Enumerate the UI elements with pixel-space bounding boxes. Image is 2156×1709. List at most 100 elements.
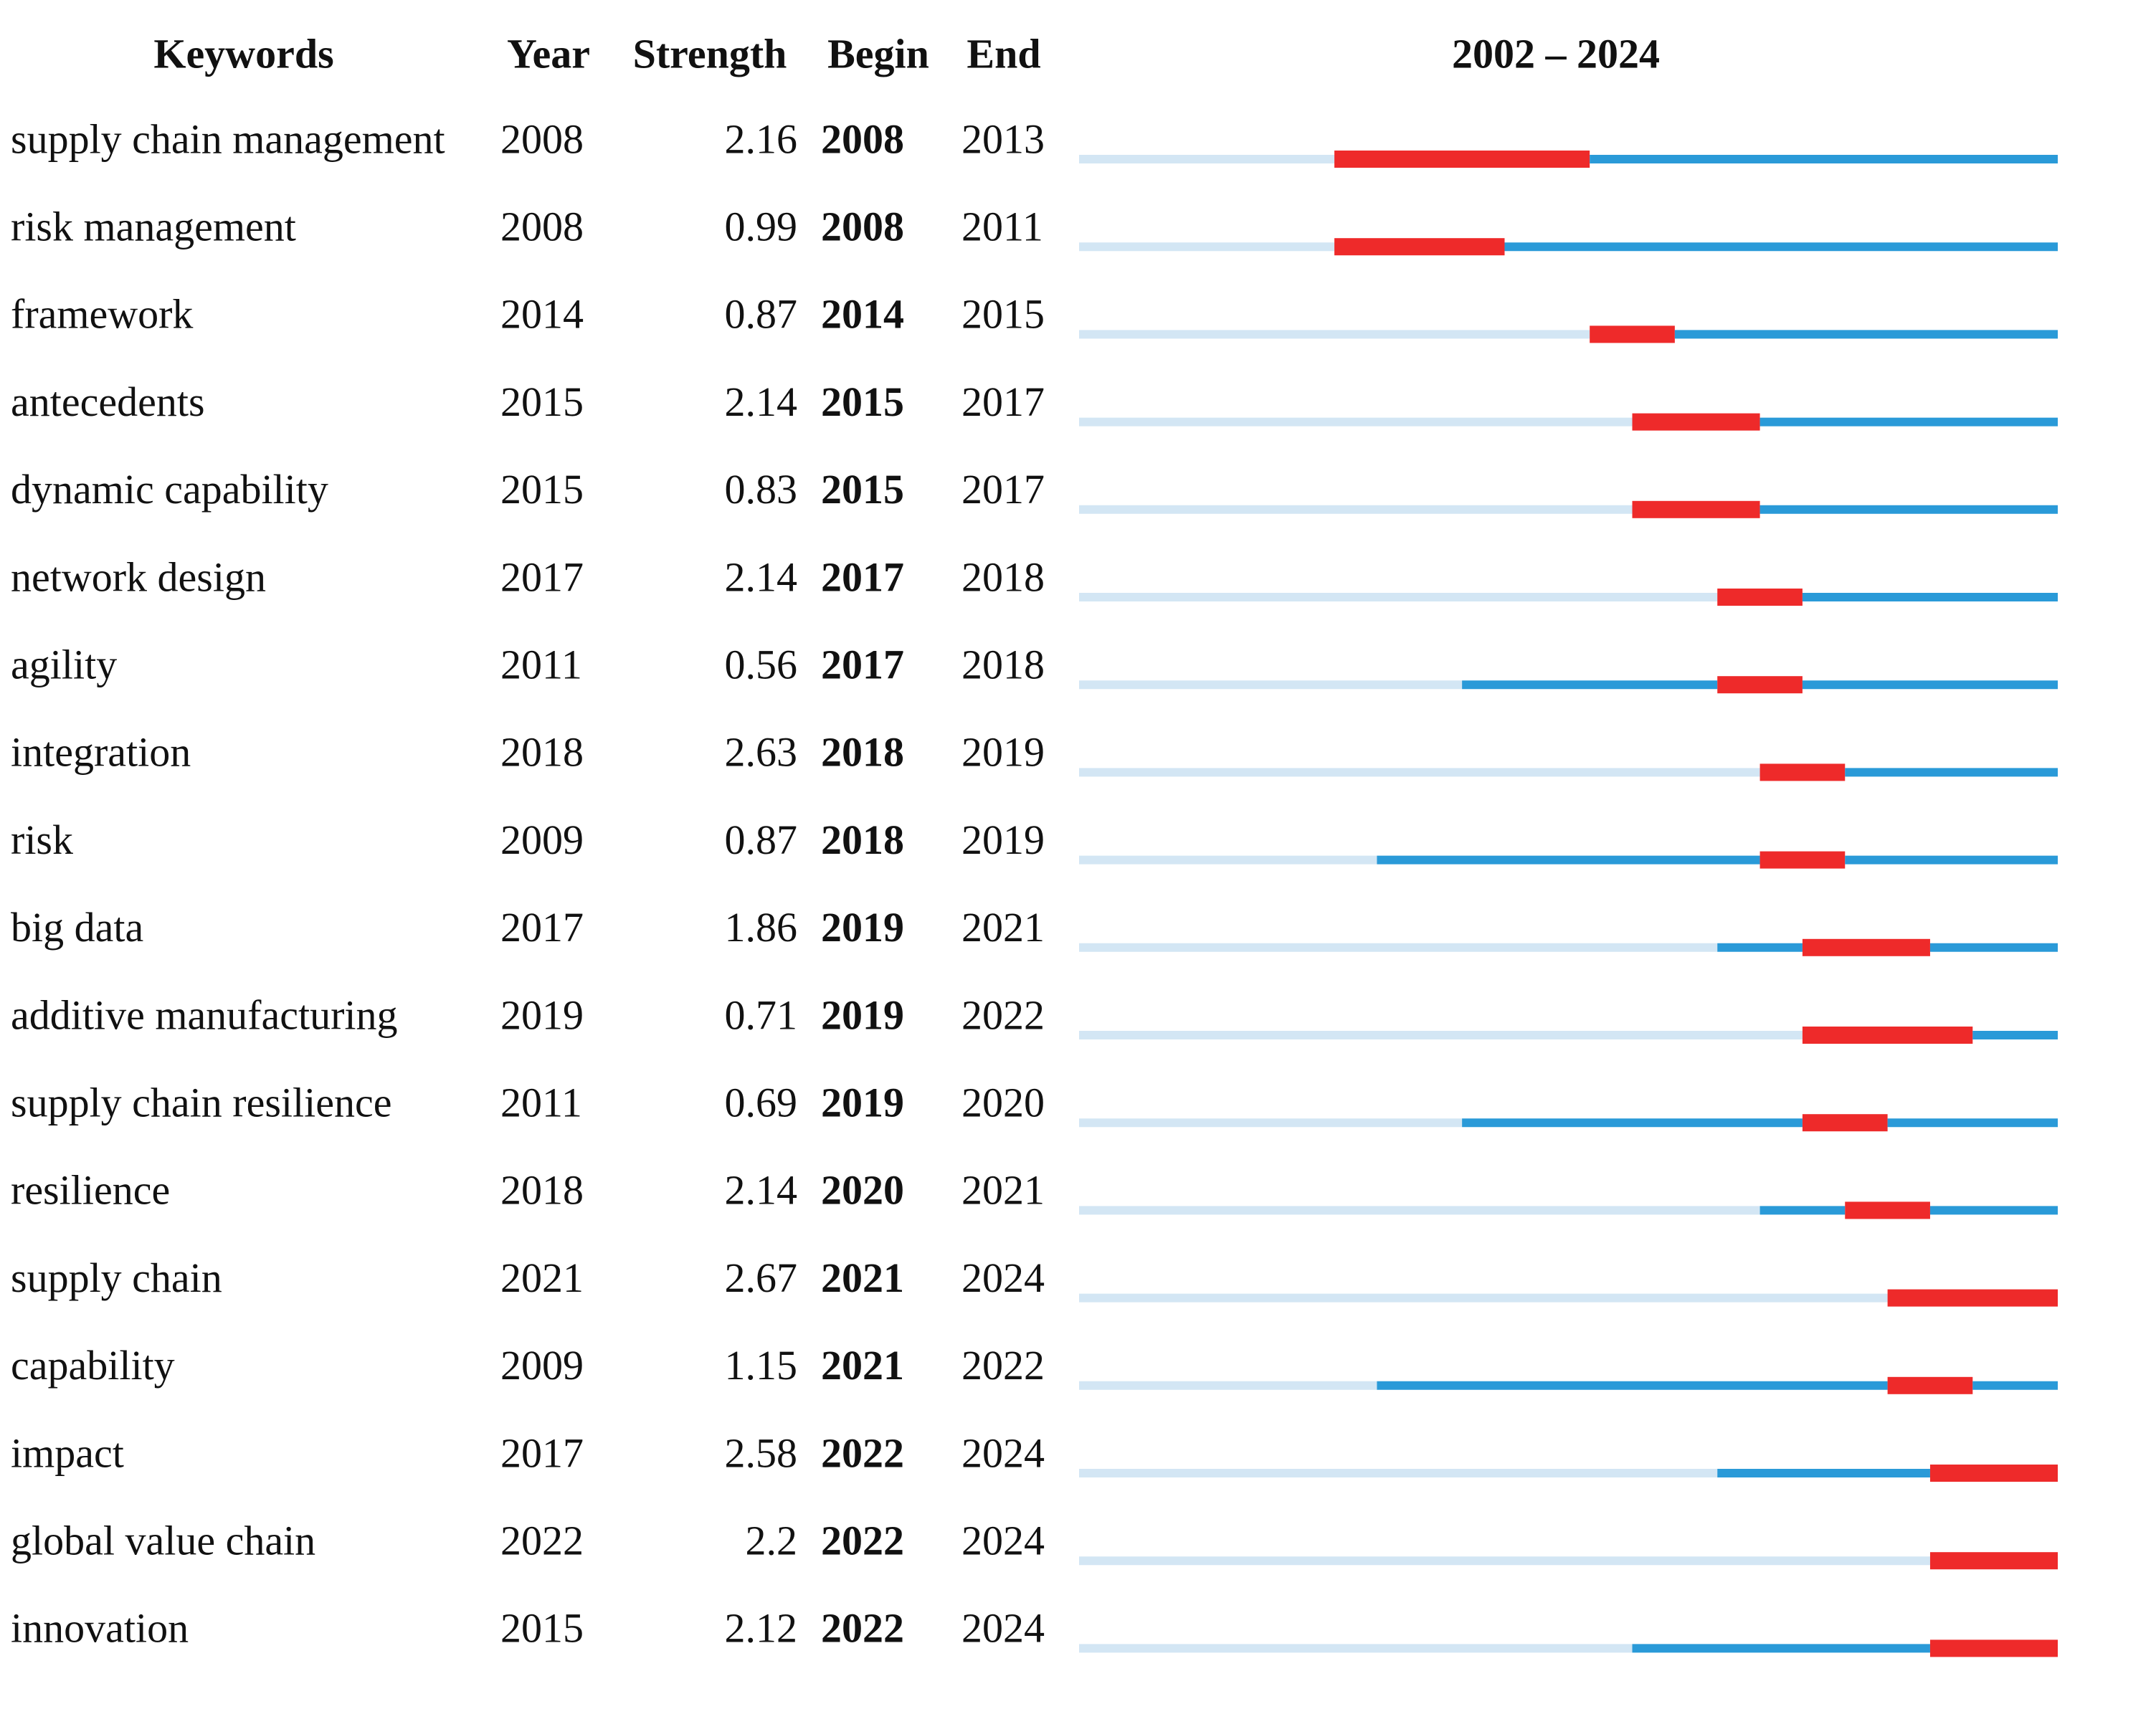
burst-bar — [1887, 1289, 2058, 1307]
begin: 2008 — [821, 115, 904, 162]
keyword: dynamic capability — [11, 466, 328, 513]
burst-bar — [1929, 1552, 2058, 1570]
year: 2011 — [500, 1080, 582, 1126]
year: 2017 — [500, 904, 584, 951]
keyword: supply chain management — [11, 115, 445, 162]
year: 2009 — [500, 817, 584, 863]
column-header: Year — [507, 30, 590, 77]
burst-bar — [1802, 1114, 1888, 1132]
chart-title: 2002 – 2024 — [1452, 30, 1660, 77]
year: 2017 — [500, 1429, 584, 1476]
end: 2022 — [961, 1342, 1045, 1389]
burst-bar — [1590, 325, 1675, 343]
begin: 2022 — [821, 1518, 904, 1564]
end: 2017 — [961, 466, 1045, 513]
begin: 2017 — [821, 642, 904, 688]
column-header: Keywords — [153, 30, 333, 77]
strength: 0.87 — [725, 817, 798, 863]
keyword: supply chain — [11, 1255, 222, 1301]
column-header: Strength — [633, 30, 787, 77]
begin: 2021 — [821, 1342, 904, 1389]
keyword: resilience — [11, 1167, 170, 1214]
keyword: risk management — [11, 204, 296, 250]
year: 2018 — [500, 729, 584, 776]
end: 2013 — [961, 115, 1045, 162]
end: 2024 — [961, 1429, 1045, 1476]
burst-bar — [1632, 500, 1760, 518]
end: 2020 — [961, 1080, 1045, 1126]
keyword: impact — [11, 1429, 124, 1476]
year: 2022 — [500, 1518, 584, 1564]
year: 2008 — [500, 204, 584, 250]
burst-bar — [1760, 763, 1846, 781]
column-header: Begin — [827, 30, 929, 77]
strength: 2.14 — [725, 379, 798, 425]
burst-bar — [1802, 938, 1930, 956]
burst-bar — [1717, 676, 1803, 694]
strength: 0.56 — [725, 642, 798, 688]
year: 2015 — [500, 1605, 584, 1652]
strength: 2.63 — [725, 729, 798, 776]
end: 2018 — [961, 642, 1045, 688]
begin: 2019 — [821, 991, 904, 1038]
strength: 0.83 — [725, 466, 798, 513]
year: 2018 — [500, 1167, 584, 1214]
end: 2024 — [961, 1605, 1045, 1652]
column-header: End — [967, 30, 1040, 77]
strength: 2.14 — [725, 1167, 798, 1214]
begin: 2017 — [821, 553, 904, 600]
year: 2019 — [500, 991, 584, 1038]
strength: 2.12 — [725, 1605, 798, 1652]
keyword: global value chain — [11, 1518, 315, 1564]
year: 2015 — [500, 379, 584, 425]
begin: 2018 — [821, 817, 904, 863]
end: 2021 — [961, 1167, 1045, 1214]
begin: 2020 — [821, 1167, 904, 1214]
end: 2021 — [961, 904, 1045, 951]
keyword: big data — [11, 904, 143, 951]
end: 2019 — [961, 817, 1045, 863]
burst-bar — [1334, 238, 1505, 256]
keyword: network design — [11, 553, 266, 600]
burst-bar — [1929, 1465, 2058, 1482]
end: 2011 — [961, 204, 1043, 250]
burst-bar — [1887, 1376, 1973, 1394]
begin: 2019 — [821, 1080, 904, 1126]
strength: 2.16 — [725, 115, 798, 162]
burst-bar — [1845, 1201, 1930, 1219]
begin: 2019 — [821, 904, 904, 951]
year: 2011 — [500, 642, 582, 688]
begin: 2018 — [821, 729, 904, 776]
strength: 0.69 — [725, 1080, 798, 1126]
begin: 2015 — [821, 466, 904, 513]
burst-bar — [1632, 413, 1760, 431]
burst-bar — [1802, 1027, 1973, 1044]
keyword: capability — [11, 1342, 175, 1389]
end: 2024 — [961, 1518, 1045, 1564]
strength: 2.67 — [725, 1255, 798, 1301]
keyword: risk — [11, 817, 73, 863]
strength: 0.99 — [725, 204, 798, 250]
end: 2022 — [961, 991, 1045, 1038]
end: 2017 — [961, 379, 1045, 425]
strength: 1.86 — [725, 904, 798, 951]
keyword: agility — [11, 642, 117, 688]
keyword: innovation — [11, 1605, 189, 1652]
strength: 2.2 — [746, 1518, 798, 1564]
year: 2009 — [500, 1342, 584, 1389]
keyword: framework — [11, 291, 193, 338]
end: 2015 — [961, 291, 1045, 338]
year: 2014 — [500, 291, 584, 338]
strength: 2.14 — [725, 553, 798, 600]
begin: 2014 — [821, 291, 904, 338]
burst-bar — [1717, 589, 1803, 606]
strength: 0.87 — [725, 291, 798, 338]
end: 2024 — [961, 1255, 1045, 1301]
year: 2021 — [500, 1255, 584, 1301]
keyword: antecedents — [11, 379, 205, 425]
begin: 2022 — [821, 1429, 904, 1476]
end: 2018 — [961, 553, 1045, 600]
strength: 1.15 — [725, 1342, 798, 1389]
year: 2008 — [500, 115, 584, 162]
